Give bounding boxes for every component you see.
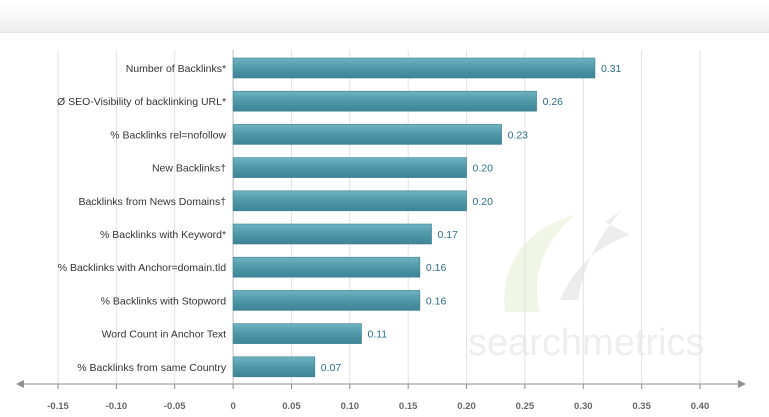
- x-axis: [16, 380, 746, 388]
- x-tick-label: -0.10: [106, 401, 128, 412]
- value-label: 0.31: [601, 63, 622, 75]
- category-label: % Backlinks with Anchor=domain.tld: [58, 262, 227, 274]
- gridlines: [57, 50, 701, 384]
- category-label: New Backlinks†: [152, 163, 226, 175]
- x-tick-label: 0.25: [516, 401, 535, 412]
- x-tick-label: 0.40: [691, 401, 710, 412]
- x-axis-arrow-right: [738, 380, 746, 388]
- bar: [232, 57, 596, 79]
- value-label: 0.17: [438, 229, 459, 241]
- category-label: % Backlinks from same Country: [77, 362, 227, 374]
- watermark-text: searchmetrics: [468, 322, 705, 364]
- x-tick-label: 0.30: [574, 401, 593, 412]
- searchmetrics-watermark: searchmetrics: [468, 210, 705, 364]
- bar: [232, 90, 537, 112]
- value-label: 0.11: [367, 329, 387, 341]
- value-label: 0.20: [473, 196, 494, 208]
- x-tick-label: 0.20: [457, 401, 476, 412]
- x-tick-label: 0.10: [341, 401, 360, 412]
- bar: [232, 290, 421, 311]
- value-label: 0.16: [426, 262, 447, 274]
- value-label: 0.07: [321, 362, 342, 374]
- category-label: Backlinks from News Domains†: [78, 196, 226, 208]
- bar: [232, 256, 421, 278]
- x-tick-label: 0: [230, 401, 235, 412]
- header-band: [0, 0, 769, 33]
- x-tick-label: 0.05: [282, 401, 301, 412]
- category-label: Ø SEO-Visibility of backlinking URL*: [57, 96, 226, 108]
- bar: [232, 323, 362, 344]
- value-label: 0.16: [426, 295, 447, 307]
- category-label: Word Count in Anchor Text: [102, 329, 227, 341]
- value-label: 0.26: [543, 96, 564, 108]
- category-label: Number of Backlinks*: [126, 63, 226, 75]
- x-tick-label: 0.15: [399, 401, 418, 412]
- category-label: % Backlinks with Stopword: [101, 295, 227, 307]
- value-label: 0.23: [508, 129, 529, 141]
- value-label: 0.20: [473, 163, 494, 175]
- category-label: % Backlinks rel=nofollow: [110, 129, 226, 141]
- bars: Number of Backlinks* 0.31 Ø SEO-Visibility…: [57, 57, 622, 378]
- x-tick-label: -0.05: [164, 401, 186, 412]
- bar: [232, 190, 467, 212]
- bar: [232, 157, 467, 178]
- x-tick-labels: -0.15 -0.10 -0.05 0 0.05 0.10 0.15 0.20 0.25 0.30…: [47, 384, 709, 412]
- bar: [232, 223, 432, 245]
- bar: [232, 356, 316, 378]
- x-axis-arrow-left: [16, 380, 24, 388]
- category-label: % Backlinks with Keyword*: [100, 229, 226, 241]
- x-tick-label: 0.35: [632, 401, 651, 412]
- x-tick-label: -0.15: [47, 401, 69, 412]
- bar: [232, 124, 502, 145]
